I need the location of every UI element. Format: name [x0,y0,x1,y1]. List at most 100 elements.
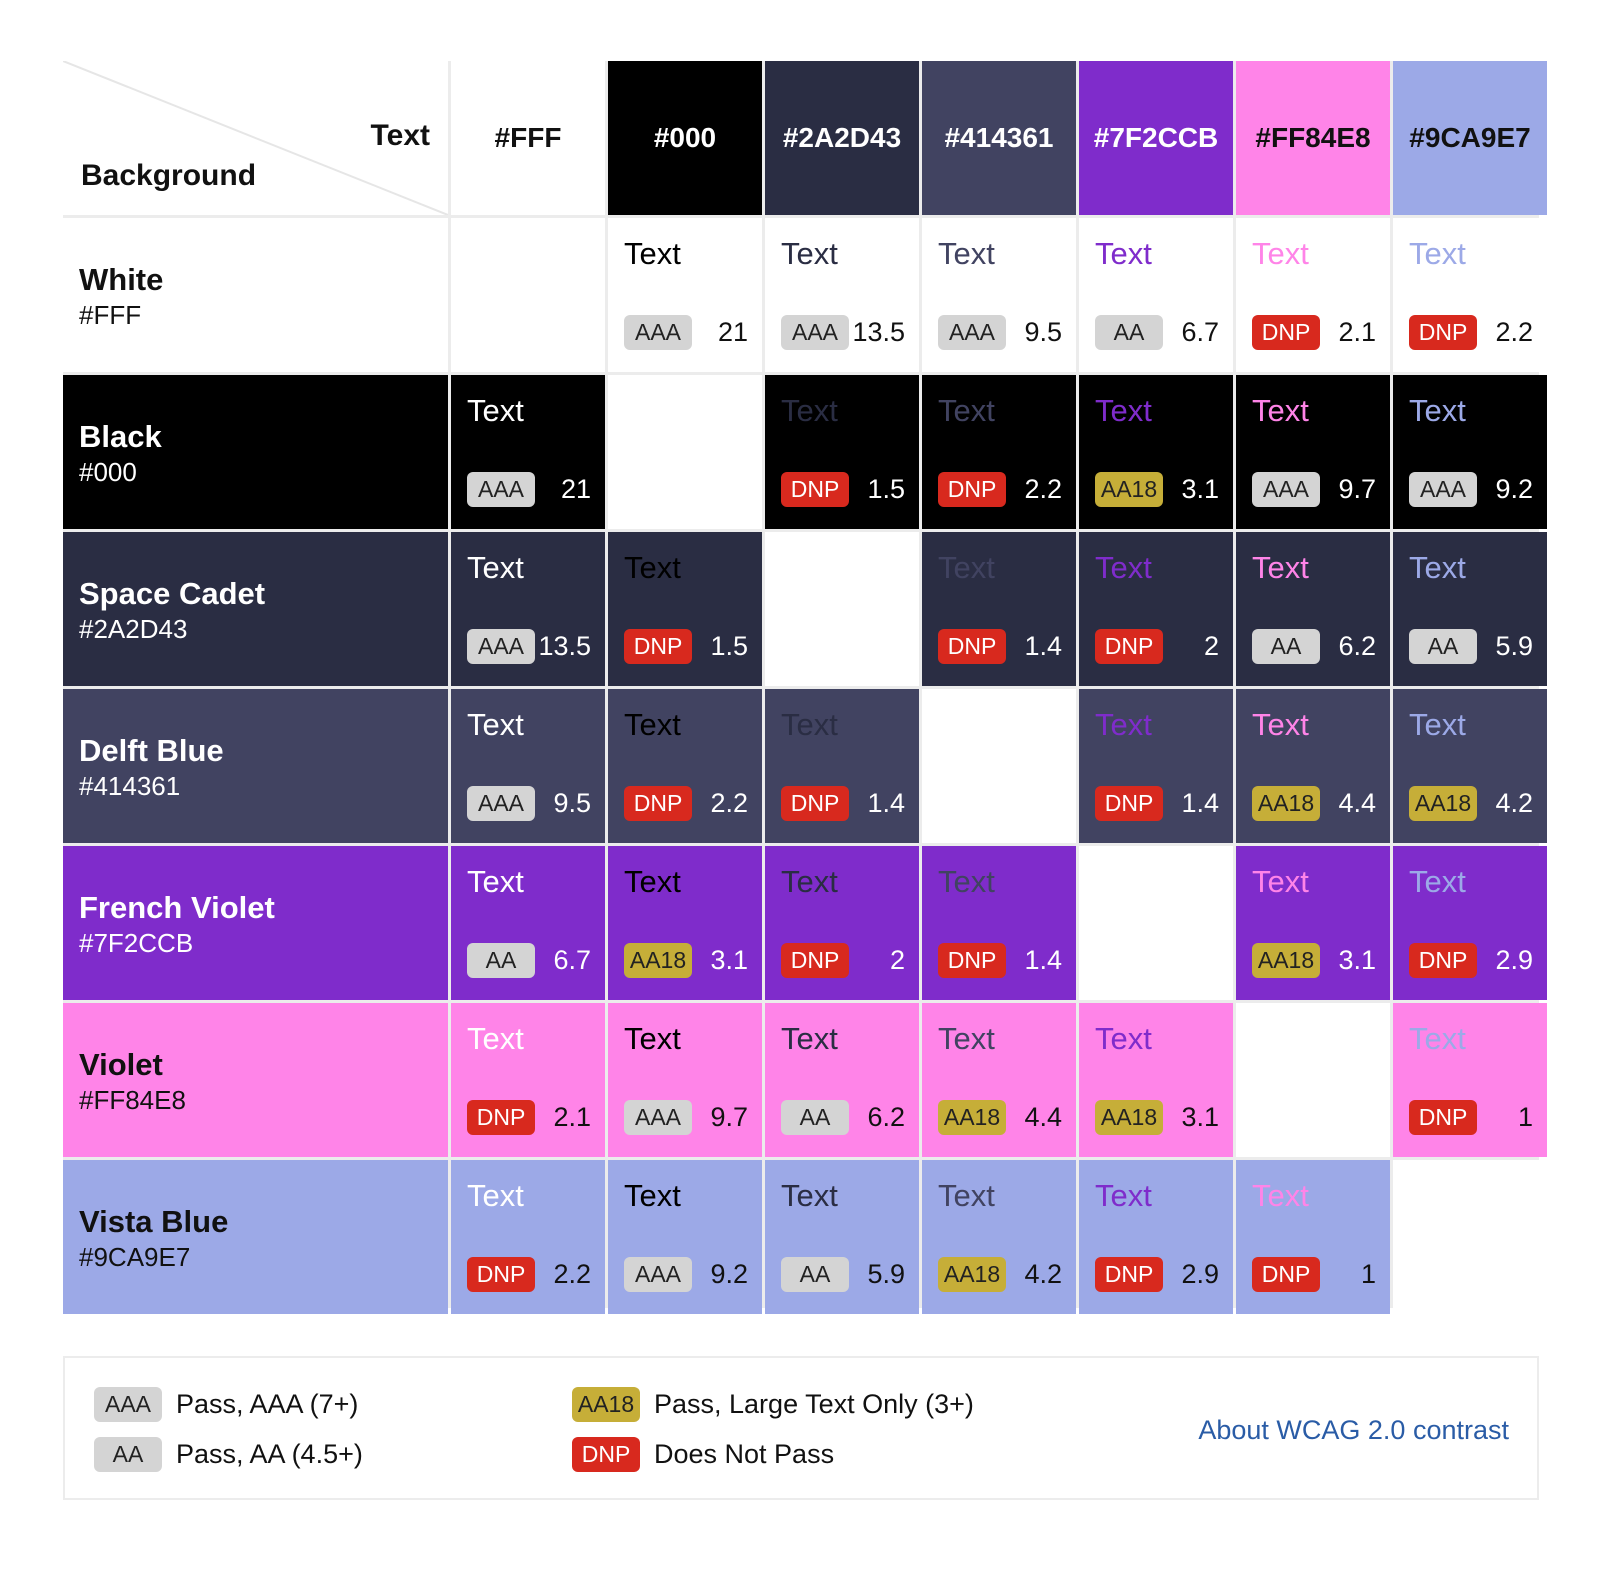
grade-badge: AA18 [938,1100,1006,1135]
grade-badge: DNP [1252,315,1320,350]
column-header-space-cadet: #2A2D43 [765,61,919,215]
contrast-ratio: 2.2 [1495,317,1533,347]
contrast-ratio: 2.9 [1181,1259,1219,1289]
legend-desc-aa18: Pass, Large Text Only (3+) [654,1389,974,1419]
combo-cell-delft-blue-on-space-cadet: Text DNP 1.4 [765,689,919,843]
combo-cell-french-violet-on-vista-blue: Text DNP 2.9 [1393,846,1547,1000]
combo-cell-vista-blue-on-black: Text AAA 9.2 [608,1160,762,1314]
contrast-ratio: 3.1 [1338,945,1376,975]
combo-cell-vista-blue-on-french-violet: Text DNP 2.9 [1079,1160,1233,1314]
contrast-ratio: 2.2 [1024,474,1062,504]
row-color-hex: #414361 [79,771,181,801]
row-color-name: Space Cadet [79,576,266,611]
row-color-hex: #FFF [79,300,142,330]
sample-text: Text [781,393,838,428]
grade-badge: DNP [938,629,1006,664]
grade-badge: AA18 [624,943,692,978]
row-header-white: White #FFF [63,218,448,372]
grade-badge: AA18 [938,1257,1006,1292]
contrast-ratio: 2.1 [553,1102,591,1132]
contrast-ratio: 1.4 [1024,631,1062,661]
grade-badge: DNP [781,786,849,821]
combo-cell-vista-blue-on-delft-blue: Text AA18 4.2 [922,1160,1076,1314]
row-header-black: Black #000 [63,375,448,529]
empty-cell [1079,846,1233,1000]
combo-cell-violet-on-vista-blue: Text DNP 1 [1393,1003,1547,1157]
sample-text: Text [467,393,524,428]
column-header-french-violet: #7F2CCB [1079,61,1233,215]
sample-text: Text [1095,1178,1152,1213]
sample-text: Text [1409,864,1466,899]
contrast-ratio: 3.1 [1181,474,1219,504]
grade-badge: AA18 [1252,943,1320,978]
grade-badge: DNP [1095,629,1163,664]
grade-badge: AA18 [1095,472,1163,507]
grade-badge: DNP [1409,315,1477,350]
combo-cell-delft-blue-on-violet: Text AA18 4.4 [1236,689,1390,843]
sample-text: Text [1095,1021,1152,1056]
grade-badge: DNP [467,1100,535,1135]
sample-text: Text [1409,236,1466,271]
combo-cell-black-on-vista-blue: Text AAA 9.2 [1393,375,1547,529]
sample-text: Text [1095,236,1152,271]
combo-cell-violet-on-white: Text DNP 2.1 [451,1003,605,1157]
contrast-ratio: 4.2 [1024,1259,1062,1289]
row-header-violet: Violet #FF84E8 [63,1003,448,1157]
empty-cell [451,218,605,372]
combo-cell-vista-blue-on-white: Text DNP 2.2 [451,1160,605,1314]
wcag-contrast-link[interactable]: About WCAG 2.0 contrast [1198,1415,1509,1445]
sample-text: Text [624,1021,681,1056]
grade-badge: AA [1252,629,1320,664]
combo-cell-white-on-delft-blue: Text AAA 9.5 [922,218,1076,372]
sample-text: Text [1409,707,1466,742]
row-color-name: White [79,262,164,297]
contrast-ratio: 6.7 [553,945,591,975]
contrast-ratio: 9.7 [710,1102,748,1132]
grade-badge: AA [1409,629,1477,664]
sample-text: Text [1252,864,1309,899]
sample-text: Text [1095,707,1152,742]
contrast-ratio: 3.1 [1181,1102,1219,1132]
grade-badge: AA [467,943,535,978]
column-header-violet: #FF84E8 [1236,61,1390,215]
column-header-black: #000 [608,61,762,215]
combo-cell-delft-blue-on-french-violet: Text DNP 1.4 [1079,689,1233,843]
grade-badge: DNP [938,472,1006,507]
row-color-name: Vista Blue [79,1204,229,1239]
contrast-ratio: 9.2 [710,1259,748,1289]
combo-cell-violet-on-french-violet: Text AA18 3.1 [1079,1003,1233,1157]
row-color-hex: #FF84E8 [79,1085,186,1115]
grade-badge: DNP [1409,1100,1477,1135]
combo-cell-space-cadet-on-delft-blue: Text DNP 1.4 [922,532,1076,686]
contrast-ratio: 6.7 [1181,317,1219,347]
contrast-ratio: 1.5 [710,631,748,661]
grade-badge: AA [1095,315,1163,350]
text-axis-label: Text [370,119,430,152]
combo-cell-violet-on-delft-blue: Text AA18 4.4 [922,1003,1076,1157]
contrast-ratio: 9.7 [1338,474,1376,504]
column-header-white: #FFF [451,61,605,215]
row-color-name: Delft Blue [79,733,224,768]
contrast-ratio: 21 [717,317,748,347]
grade-badge: AA18 [1252,786,1320,821]
sample-text: Text [781,864,838,899]
empty-cell [922,689,1076,843]
contrast-ratio: 1 [1517,1102,1533,1132]
combo-cell-french-violet-on-delft-blue: Text DNP 1.4 [922,846,1076,1000]
contrast-ratio: 2 [889,945,905,975]
contrast-ratio: 4.4 [1024,1102,1062,1132]
combo-cell-french-violet-on-black: Text AA18 3.1 [608,846,762,1000]
grade-badge: AAA [467,629,535,664]
sample-text: Text [1409,393,1466,428]
contrast-ratio: 1.4 [1181,788,1219,818]
sample-text: Text [467,1178,524,1213]
sample-text: Text [938,236,995,271]
legend-desc-aaa: Pass, AAA (7+) [176,1389,359,1419]
sample-text: Text [1252,236,1309,271]
combo-cell-delft-blue-on-black: Text DNP 2.2 [608,689,762,843]
combo-cell-space-cadet-on-black: Text DNP 1.5 [608,532,762,686]
sample-text: Text [781,1178,838,1213]
empty-cell [1393,1160,1547,1314]
contrast-ratio: 2.9 [1495,945,1533,975]
grade-badge: DNP [781,943,849,978]
